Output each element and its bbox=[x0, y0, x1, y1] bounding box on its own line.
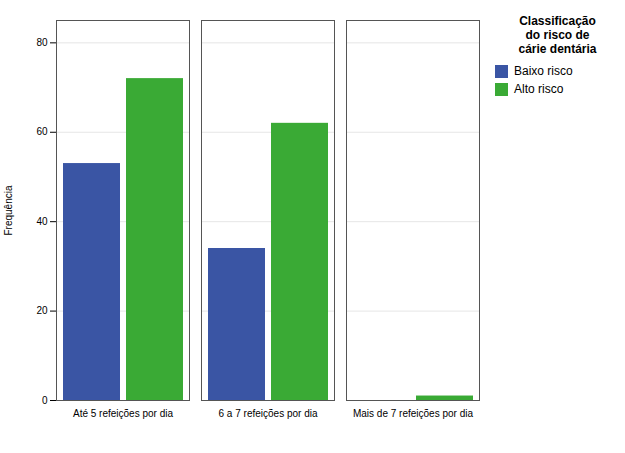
html-text:Baixo risco: Baixo risco bbox=[514, 64, 573, 78]
svg-text:Mais de 7 refeições por dia: Mais de 7 refeições por dia bbox=[353, 408, 474, 419]
svg-text:60: 60 bbox=[36, 126, 48, 137]
svg-text:40: 40 bbox=[36, 216, 48, 227]
svg-text:80: 80 bbox=[36, 37, 48, 48]
html-text:Alto risco: Alto risco bbox=[514, 82, 564, 96]
svg-text:0: 0 bbox=[42, 395, 48, 406]
svg-text:Frequência: Frequência bbox=[3, 185, 14, 235]
html-text:Classificação do risco de cári: Classificação do risco de cárie dentária bbox=[518, 14, 597, 56]
svg-text:20: 20 bbox=[36, 305, 48, 316]
svg-text:Até 5 refeições por dia: Até 5 refeições por dia bbox=[73, 408, 173, 419]
svg-text:6 a 7 refeições por dia: 6 a 7 refeições por dia bbox=[219, 408, 318, 419]
